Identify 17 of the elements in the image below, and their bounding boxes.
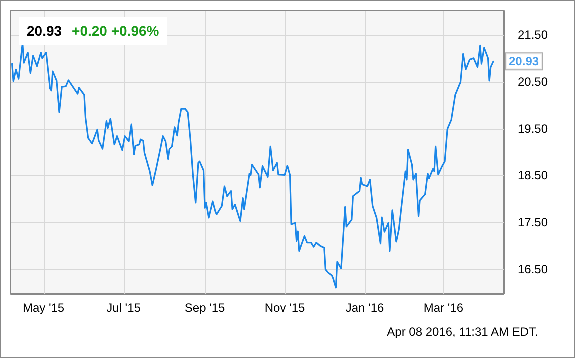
text: 20.93 — [27, 23, 62, 39]
x-tick-label: Nov '15 — [264, 301, 306, 315]
x-tick-label: Jul '15 — [106, 301, 142, 315]
y-tick-label: 21.50 — [518, 28, 548, 42]
y-tick-label: 16.50 — [518, 262, 548, 277]
y-tick-label: 17.50 — [518, 216, 548, 230]
text: Apr 08 2016, 11:31 AM EDT. — [387, 325, 538, 339]
y-tick-label: 19.50 — [518, 122, 548, 136]
x-tick-label: May '15 — [22, 301, 65, 315]
x-tick-label: Sep '15 — [184, 301, 226, 315]
y-tick-label: 20.50 — [518, 74, 548, 89]
text: +0.20 +0.96% — [72, 23, 160, 39]
y-tick-label: 18.50 — [518, 168, 548, 183]
x-tick-label: Jan '16 — [346, 301, 384, 315]
line-series — [12, 42, 494, 289]
annotation: 20.93 — [509, 54, 540, 69]
x-tick-label: Mar '16 — [424, 301, 464, 315]
